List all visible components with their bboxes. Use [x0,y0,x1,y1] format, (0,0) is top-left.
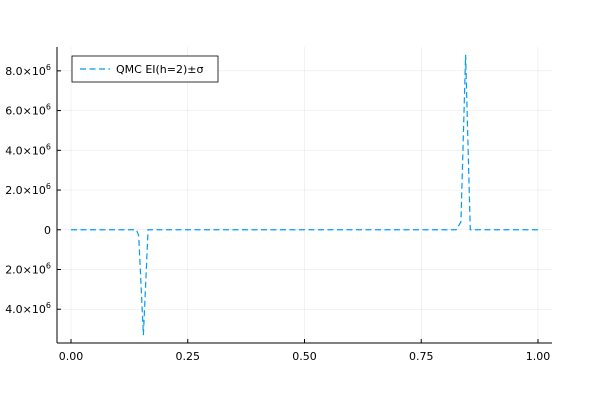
grid [57,47,552,343]
y-tick-label-3: 2.0×106 [5,182,51,197]
y-tick-label-2: 0 [44,224,51,237]
x-tick-label-3: 0.75 [409,350,434,363]
axes [56,47,552,344]
legend-box [71,55,219,83]
series-line-0 [71,54,538,336]
y-tick-label-0: 4.0×106 [5,301,51,316]
tick-labels: 0.00 0.25 0.50 0.75 1.00 4.0×106 2.0×106 0 2.0×1… [5,63,550,363]
legend: QMC EI(h=2)±σ [71,55,219,83]
x-tick-label-2: 0.50 [292,350,317,363]
x-tick-label-1: 0.25 [176,350,201,363]
y-tick-label-5: 6.0×106 [5,103,51,118]
series-layer [71,54,538,336]
x-tick-label-4: 1.00 [526,350,551,363]
y-tick-label-4: 4.0×106 [5,142,51,157]
y-tick-label-1: 2.0×106 [5,261,51,276]
x-tick-label-0: 0.00 [59,350,84,363]
y-tick-label-6: 8.0×106 [5,63,51,78]
legend-label-0: QMC EI(h=2)±σ [116,63,204,76]
